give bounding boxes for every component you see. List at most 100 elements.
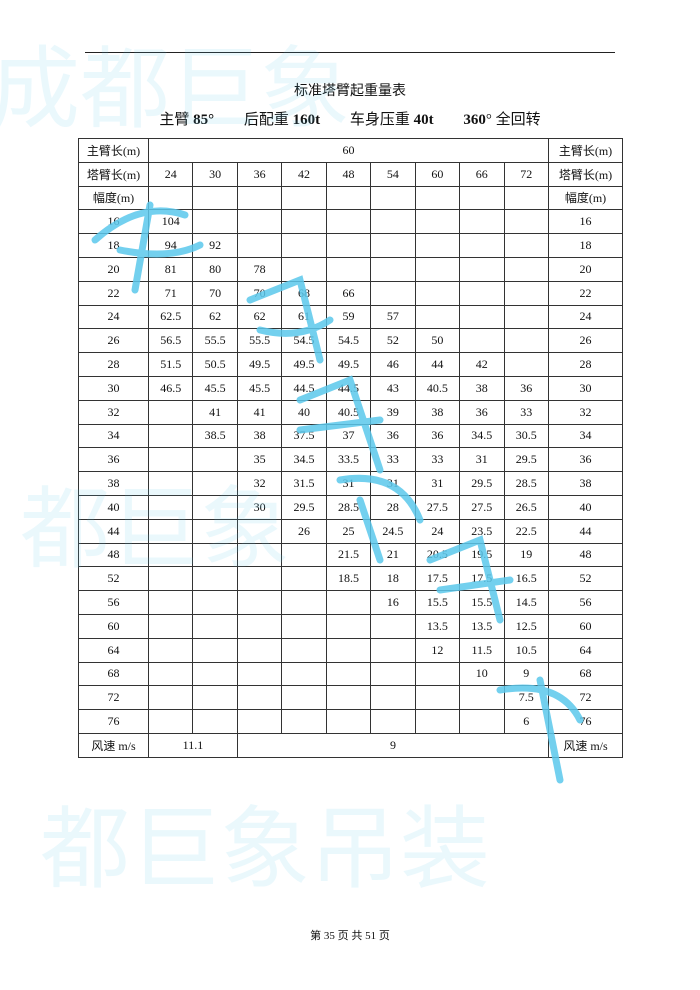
load-chart-table: 主臂长(m) 60 主臂长(m) 塔臂长(m) 24 30 36 42 48 54 60 66… bbox=[78, 138, 623, 758]
radius-cell: 72 bbox=[78, 685, 149, 711]
radius-cell: 76 bbox=[78, 709, 149, 734]
capacity-cell: 28 bbox=[370, 494, 416, 520]
capacity-cell: 70 bbox=[236, 280, 283, 306]
capacity-cell: 31 bbox=[459, 447, 505, 473]
capacity-cell bbox=[236, 233, 283, 258]
capacity-cell bbox=[414, 233, 461, 258]
capacity-cell: 12.5 bbox=[503, 613, 549, 639]
capacity-cell: 54.5 bbox=[281, 328, 327, 354]
table-row: 26 56.5 55.5 55.5 54.5 54.5 52 50 26 bbox=[78, 328, 623, 354]
capacity-cell bbox=[236, 566, 283, 592]
table-row: 32 41 41 40 40.5 39 38 36 33 32 bbox=[78, 399, 623, 425]
rotation: 360° 全回转 bbox=[463, 112, 541, 128]
radius-cell-right: 16 bbox=[548, 209, 623, 235]
jib-label: 塔臂长(m) bbox=[78, 161, 149, 187]
capacity-cell bbox=[370, 256, 416, 282]
capacity-cell: 31.5 bbox=[281, 471, 327, 496]
empty-cell bbox=[192, 185, 238, 211]
capacity-cell: 9 bbox=[503, 661, 549, 687]
empty-cell bbox=[459, 185, 505, 211]
jib-length-cell: 42 bbox=[281, 161, 327, 187]
capacity-cell bbox=[325, 685, 372, 711]
capacity-cell: 36 bbox=[459, 399, 505, 425]
capacity-cell bbox=[147, 566, 194, 592]
table-row: 24 62.5 62 62 61 59 57 24 bbox=[78, 304, 623, 330]
capacity-cell: 46 bbox=[370, 352, 416, 377]
capacity-cell: 31 bbox=[325, 471, 372, 496]
capacity-cell: 54.5 bbox=[325, 328, 372, 354]
capacity-cell: 36 bbox=[414, 423, 461, 449]
capacity-cell bbox=[192, 637, 238, 663]
capacity-cell bbox=[503, 352, 549, 377]
radius-cell-right: 24 bbox=[548, 304, 623, 330]
capacity-cell bbox=[281, 661, 327, 687]
capacity-cell: 56.5 bbox=[147, 328, 194, 354]
capacity-cell bbox=[503, 304, 549, 330]
capacity-cell bbox=[281, 566, 327, 592]
wind-speed-row: 风速 m/s 11.1 9 风速 m/s bbox=[78, 732, 623, 758]
capacity-cell: 33 bbox=[503, 399, 549, 425]
capacity-cell: 33.5 bbox=[325, 447, 372, 473]
capacity-cell: 45.5 bbox=[236, 375, 283, 401]
capacity-cell: 21 bbox=[370, 542, 416, 568]
capacity-cell: 81 bbox=[147, 256, 194, 282]
header-rule bbox=[85, 52, 615, 53]
capacity-cell bbox=[236, 542, 283, 568]
radius-cell-right: 72 bbox=[548, 685, 623, 711]
capacity-cell bbox=[503, 209, 549, 235]
capacity-cell bbox=[236, 661, 283, 687]
capacity-cell bbox=[325, 256, 372, 282]
radius-cell-right: 22 bbox=[548, 280, 623, 306]
capacity-cell: 25 bbox=[325, 518, 372, 544]
capacity-cell bbox=[459, 328, 505, 354]
capacity-cell bbox=[503, 280, 549, 306]
jib-length-cell: 72 bbox=[503, 161, 549, 187]
capacity-cell bbox=[192, 447, 238, 473]
capacity-cell: 22.5 bbox=[503, 518, 549, 544]
capacity-cell bbox=[459, 209, 505, 235]
capacity-cell: 18.5 bbox=[325, 566, 372, 592]
capacity-cell: 38 bbox=[236, 423, 283, 449]
radius-cell: 36 bbox=[78, 447, 149, 473]
capacity-cell: 70 bbox=[192, 280, 238, 306]
radius-cell: 16 bbox=[78, 209, 149, 235]
capacity-cell: 41 bbox=[236, 399, 283, 425]
capacity-cell: 80 bbox=[192, 256, 238, 282]
jib-label-right: 塔臂长(m) bbox=[548, 161, 623, 187]
capacity-cell bbox=[192, 566, 238, 592]
capacity-cell bbox=[236, 590, 283, 615]
capacity-cell bbox=[325, 661, 372, 687]
radius-cell: 26 bbox=[78, 328, 149, 354]
capacity-cell: 15.5 bbox=[414, 590, 461, 615]
capacity-cell: 62.5 bbox=[147, 304, 194, 330]
radius-cell: 28 bbox=[78, 352, 149, 377]
radius-cell-right: 32 bbox=[548, 399, 623, 425]
capacity-cell bbox=[325, 613, 372, 639]
radius-cell-right: 76 bbox=[548, 709, 623, 734]
radius-cell-right: 20 bbox=[548, 256, 623, 282]
capacity-cell bbox=[281, 233, 327, 258]
capacity-cell: 34.5 bbox=[459, 423, 505, 449]
capacity-cell bbox=[325, 709, 372, 734]
capacity-cell: 23.5 bbox=[459, 518, 505, 544]
capacity-cell bbox=[370, 637, 416, 663]
jib-length-cell: 54 bbox=[370, 161, 416, 187]
capacity-cell: 44.5 bbox=[281, 375, 327, 401]
table-row: 28 51.5 50.5 49.5 49.5 49.5 46 44 42 28 bbox=[78, 352, 623, 377]
radius-cell-right: 26 bbox=[548, 328, 623, 354]
radius-cell: 68 bbox=[78, 661, 149, 687]
capacity-cell: 7.5 bbox=[503, 685, 549, 711]
table-row: 22 71 70 70 68 66 22 bbox=[78, 280, 623, 306]
main-boom-label: 主臂长(m) bbox=[78, 138, 149, 163]
empty-cell bbox=[281, 185, 327, 211]
table-row: 36 35 34.5 33.5 33 33 31 29.5 36 bbox=[78, 447, 623, 473]
table-row: 76 6 76 bbox=[78, 709, 623, 734]
capacity-cell bbox=[236, 518, 283, 544]
radius-cell: 56 bbox=[78, 590, 149, 615]
capacity-cell: 14.5 bbox=[503, 590, 549, 615]
radius-cell-right: 52 bbox=[548, 566, 623, 592]
table-row: 20 81 80 78 20 bbox=[78, 256, 623, 282]
capacity-cell: 40.5 bbox=[325, 399, 372, 425]
table-row: 52 18.5 18 17.5 17.5 16.5 52 bbox=[78, 566, 623, 592]
capacity-cell bbox=[147, 494, 194, 520]
